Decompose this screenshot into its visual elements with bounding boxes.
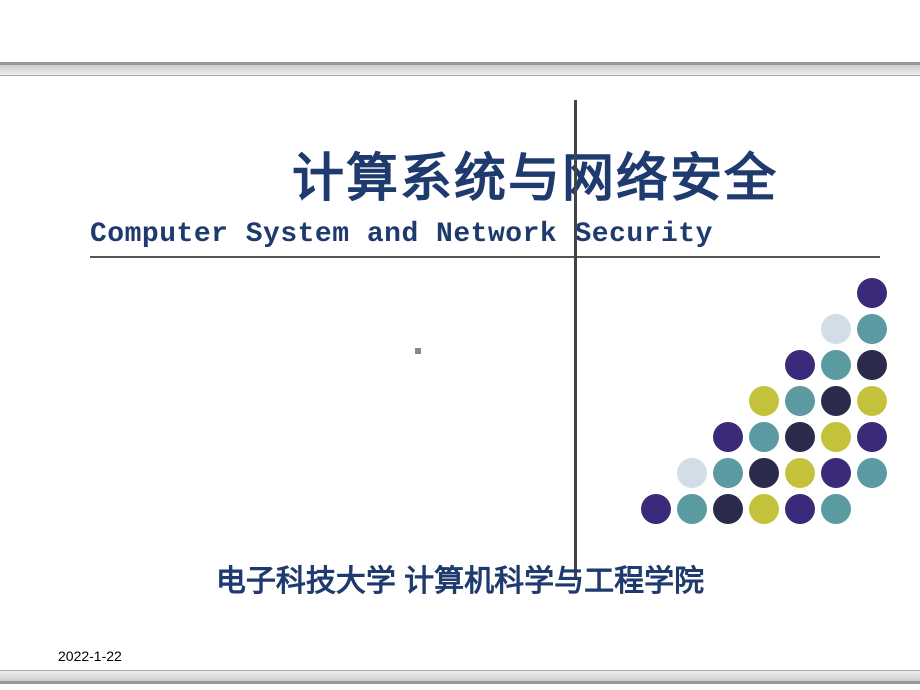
title-chinese: 计算系统与网络安全 (190, 136, 880, 211)
decorative-dot (677, 386, 707, 416)
decorative-dot (749, 350, 779, 380)
decorative-dot (605, 350, 635, 380)
decorative-dot (713, 494, 743, 524)
top-divider-bar (0, 62, 920, 76)
decorative-dot (857, 350, 887, 380)
decorative-dot (749, 314, 779, 344)
bottom-divider-bar (0, 670, 920, 684)
decorative-dot (749, 494, 779, 524)
decorative-dot (821, 458, 851, 488)
vertical-divider (574, 100, 577, 580)
decorative-dot (641, 458, 671, 488)
decorative-dot (821, 314, 851, 344)
decorative-dot (677, 278, 707, 308)
title-english: Computer System and Network Security (90, 219, 880, 250)
decorative-dot (785, 314, 815, 344)
decorative-dot (605, 386, 635, 416)
decorative-dot (605, 278, 635, 308)
decorative-dot (713, 278, 743, 308)
decorative-dot (605, 458, 635, 488)
decorative-dot (785, 458, 815, 488)
decorative-dot (749, 278, 779, 308)
decorative-dot (641, 386, 671, 416)
decorative-dot (641, 350, 671, 380)
decorative-dot (677, 350, 707, 380)
decorative-dot (641, 278, 671, 308)
decorative-dot (785, 278, 815, 308)
decorative-dot (713, 458, 743, 488)
decorative-dot (857, 494, 887, 524)
decorative-dot (713, 422, 743, 452)
decorative-dot (821, 494, 851, 524)
decorative-dot (785, 494, 815, 524)
decorative-dot (677, 314, 707, 344)
decorative-dot (713, 350, 743, 380)
decorative-dot (749, 386, 779, 416)
affiliation-text: 电子科技大学 计算机科学与工程学院 (0, 556, 920, 600)
decorative-dot (641, 494, 671, 524)
decorative-dot (785, 350, 815, 380)
decorative-dot (713, 386, 743, 416)
decorative-dot (821, 386, 851, 416)
decorative-dot (605, 494, 635, 524)
decorative-dot (857, 314, 887, 344)
decorative-dot (857, 422, 887, 452)
decorative-dot (857, 278, 887, 308)
decorative-dot (641, 422, 671, 452)
decorative-dot (749, 458, 779, 488)
decorative-dot (785, 386, 815, 416)
decorative-dot-grid (605, 278, 891, 528)
decorative-dot (821, 278, 851, 308)
center-marker (415, 348, 421, 354)
date-label: 2022-1-22 (58, 648, 122, 664)
decorative-dot (605, 314, 635, 344)
decorative-dot (749, 422, 779, 452)
decorative-dot (821, 350, 851, 380)
title-underline (90, 256, 880, 258)
decorative-dot (857, 458, 887, 488)
decorative-dot (785, 422, 815, 452)
decorative-dot (641, 314, 671, 344)
decorative-dot (857, 386, 887, 416)
title-block: 计算系统与网络安全 Computer System and Network Se… (90, 136, 880, 258)
decorative-dot (821, 422, 851, 452)
decorative-dot (677, 458, 707, 488)
decorative-dot (605, 422, 635, 452)
decorative-dot (713, 314, 743, 344)
decorative-dot (677, 422, 707, 452)
decorative-dot (677, 494, 707, 524)
